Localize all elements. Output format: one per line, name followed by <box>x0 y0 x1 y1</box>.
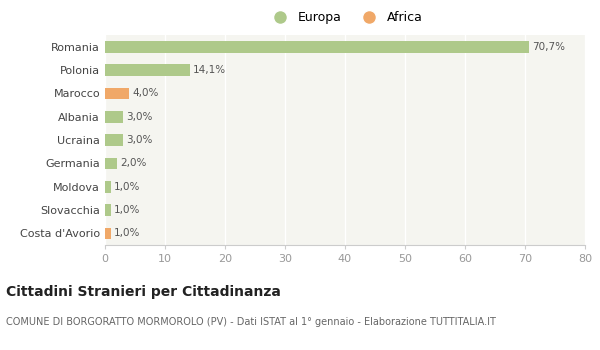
Legend: Europa, Africa: Europa, Africa <box>263 6 427 29</box>
Text: 3,0%: 3,0% <box>126 112 152 122</box>
Bar <box>105 64 190 76</box>
Text: 2,0%: 2,0% <box>120 158 146 168</box>
Text: COMUNE DI BORGORATTO MORMOROLO (PV) - Dati ISTAT al 1° gennaio - Elaborazione TU: COMUNE DI BORGORATTO MORMOROLO (PV) - Da… <box>6 317 496 327</box>
Bar <box>105 88 129 99</box>
Bar <box>105 111 123 122</box>
Text: 1,0%: 1,0% <box>114 228 140 238</box>
Text: Cittadini Stranieri per Cittadinanza: Cittadini Stranieri per Cittadinanza <box>6 285 281 299</box>
Text: 1,0%: 1,0% <box>114 182 140 192</box>
Text: 4,0%: 4,0% <box>132 88 158 98</box>
Bar <box>105 204 111 216</box>
Bar <box>105 134 123 146</box>
Bar <box>105 228 111 239</box>
Text: 3,0%: 3,0% <box>126 135 152 145</box>
Bar <box>105 158 117 169</box>
Text: 70,7%: 70,7% <box>532 42 565 52</box>
Text: 1,0%: 1,0% <box>114 205 140 215</box>
Bar <box>105 181 111 193</box>
Text: 14,1%: 14,1% <box>193 65 226 75</box>
Bar <box>105 41 529 52</box>
